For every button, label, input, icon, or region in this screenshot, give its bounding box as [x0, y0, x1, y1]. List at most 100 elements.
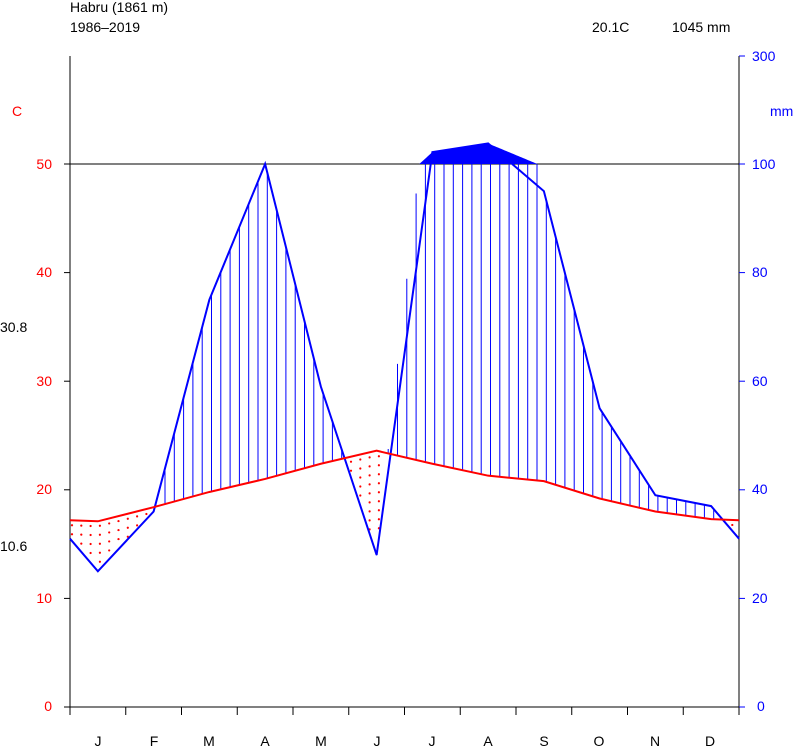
- precipitation-point: [153, 511, 155, 513]
- arid-dot: [98, 542, 101, 545]
- arid-dot: [368, 474, 371, 477]
- arid-dot: [368, 465, 371, 468]
- precipitation-point: [710, 505, 712, 507]
- month-label: F: [150, 733, 159, 749]
- arid-dot: [126, 526, 129, 529]
- right-tick-label: 100: [752, 156, 776, 172]
- precipitation-point: [487, 142, 489, 144]
- arid-dot: [80, 524, 83, 527]
- side-value-min: 10.6: [0, 538, 27, 554]
- arid-dot: [108, 540, 111, 543]
- arid-dot: [117, 519, 120, 523]
- left-tick-label: 20: [36, 481, 52, 497]
- right-tick-label: 300: [752, 48, 776, 64]
- month-label: J: [374, 733, 381, 749]
- temperature-point: [208, 491, 210, 493]
- left-tick-label: 10: [36, 590, 52, 606]
- left-tick-label: 30: [36, 373, 52, 389]
- month-label: J: [429, 733, 436, 749]
- temperature-point: [320, 463, 322, 465]
- arid-dot: [368, 483, 371, 486]
- annual-precipitation-label: 1045 mm: [672, 19, 730, 35]
- month-label: M: [315, 733, 327, 749]
- arid-dot: [377, 482, 380, 485]
- right-tick-label: 20: [752, 590, 768, 606]
- arid-dot: [377, 509, 380, 512]
- month-label: O: [594, 733, 605, 749]
- arid-dot: [126, 517, 129, 520]
- temperature-point: [487, 475, 489, 477]
- humid-period-hatching: [155, 164, 715, 520]
- arid-dot: [98, 524, 101, 527]
- arid-dot: [89, 524, 92, 528]
- arid-dot: [359, 494, 362, 497]
- arid-dot: [136, 515, 139, 518]
- perhumid-area: [419, 143, 537, 164]
- temperature-point: [431, 463, 433, 465]
- arid-dot: [80, 542, 83, 545]
- station-title: Habru (1861 m): [70, 0, 168, 15]
- precipitation-point: [208, 299, 210, 301]
- month-label: S: [539, 733, 548, 749]
- precipitation-point: [599, 407, 601, 409]
- arid-dot: [89, 533, 92, 537]
- left-tick-labels: 0 10 20 30 40 50: [36, 156, 52, 714]
- side-value-max: 30.8: [0, 319, 27, 335]
- period-label: 1986–2019: [70, 19, 140, 35]
- right-tick-label: 80: [752, 264, 768, 280]
- precipitation-unit-label: mm: [770, 103, 793, 119]
- arid-dot: [368, 492, 371, 495]
- arid-dot: [359, 476, 362, 479]
- precipitation-line: [69, 142, 740, 573]
- right-tick-label: 0: [757, 698, 765, 714]
- arid-dot: [368, 510, 371, 513]
- precipitation-point: [654, 494, 656, 496]
- month-label: A: [260, 733, 270, 749]
- temperature-unit-label: C: [12, 103, 22, 119]
- arid-dot: [377, 500, 380, 503]
- arid-dot: [108, 549, 111, 552]
- temperature-point: [97, 520, 99, 522]
- arid-dot: [89, 551, 92, 555]
- arid-dot: [70, 524, 74, 527]
- arid-dot: [117, 537, 120, 541]
- arid-dot: [70, 533, 74, 536]
- arid-dot: [377, 455, 380, 458]
- month-label: D: [705, 733, 715, 749]
- arid-dot: [349, 460, 353, 463]
- arid-dot: [731, 523, 734, 527]
- arid-dot: [108, 522, 111, 525]
- temperature-point: [376, 450, 378, 452]
- arid-dot: [377, 464, 380, 467]
- temperature-point: [153, 506, 155, 508]
- precipitation-point: [431, 151, 433, 153]
- mean-temperature-label: 20.1C: [592, 19, 629, 35]
- precipitation-point: [376, 554, 378, 556]
- precipitation-point: [543, 190, 545, 192]
- temperature-point: [543, 480, 545, 482]
- arid-dot: [377, 491, 380, 494]
- left-tick-label: 40: [36, 264, 52, 280]
- right-tick-label: 40: [752, 481, 768, 497]
- temperature-point: [654, 511, 656, 513]
- precipitation-point: [264, 163, 266, 165]
- arid-dot: [368, 456, 371, 459]
- left-tick-label: 50: [36, 156, 52, 172]
- arid-dot: [359, 458, 362, 461]
- temperature-point: [710, 518, 712, 520]
- arid-dot: [349, 469, 353, 472]
- arid-dot: [98, 560, 101, 563]
- month-label: A: [483, 733, 493, 749]
- arid-dot: [108, 531, 111, 534]
- arid-dot: [377, 473, 380, 476]
- arid-period-dots: [70, 455, 734, 563]
- month-label: J: [95, 733, 102, 749]
- arid-dot: [145, 512, 148, 516]
- arid-dot: [368, 519, 371, 522]
- temperature-point: [264, 478, 266, 480]
- arid-dot: [117, 528, 120, 532]
- left-tick-label: 0: [44, 698, 52, 714]
- right-tick-labels: 0 20 40 60 80 100 300: [752, 48, 776, 714]
- data-points: [97, 142, 712, 572]
